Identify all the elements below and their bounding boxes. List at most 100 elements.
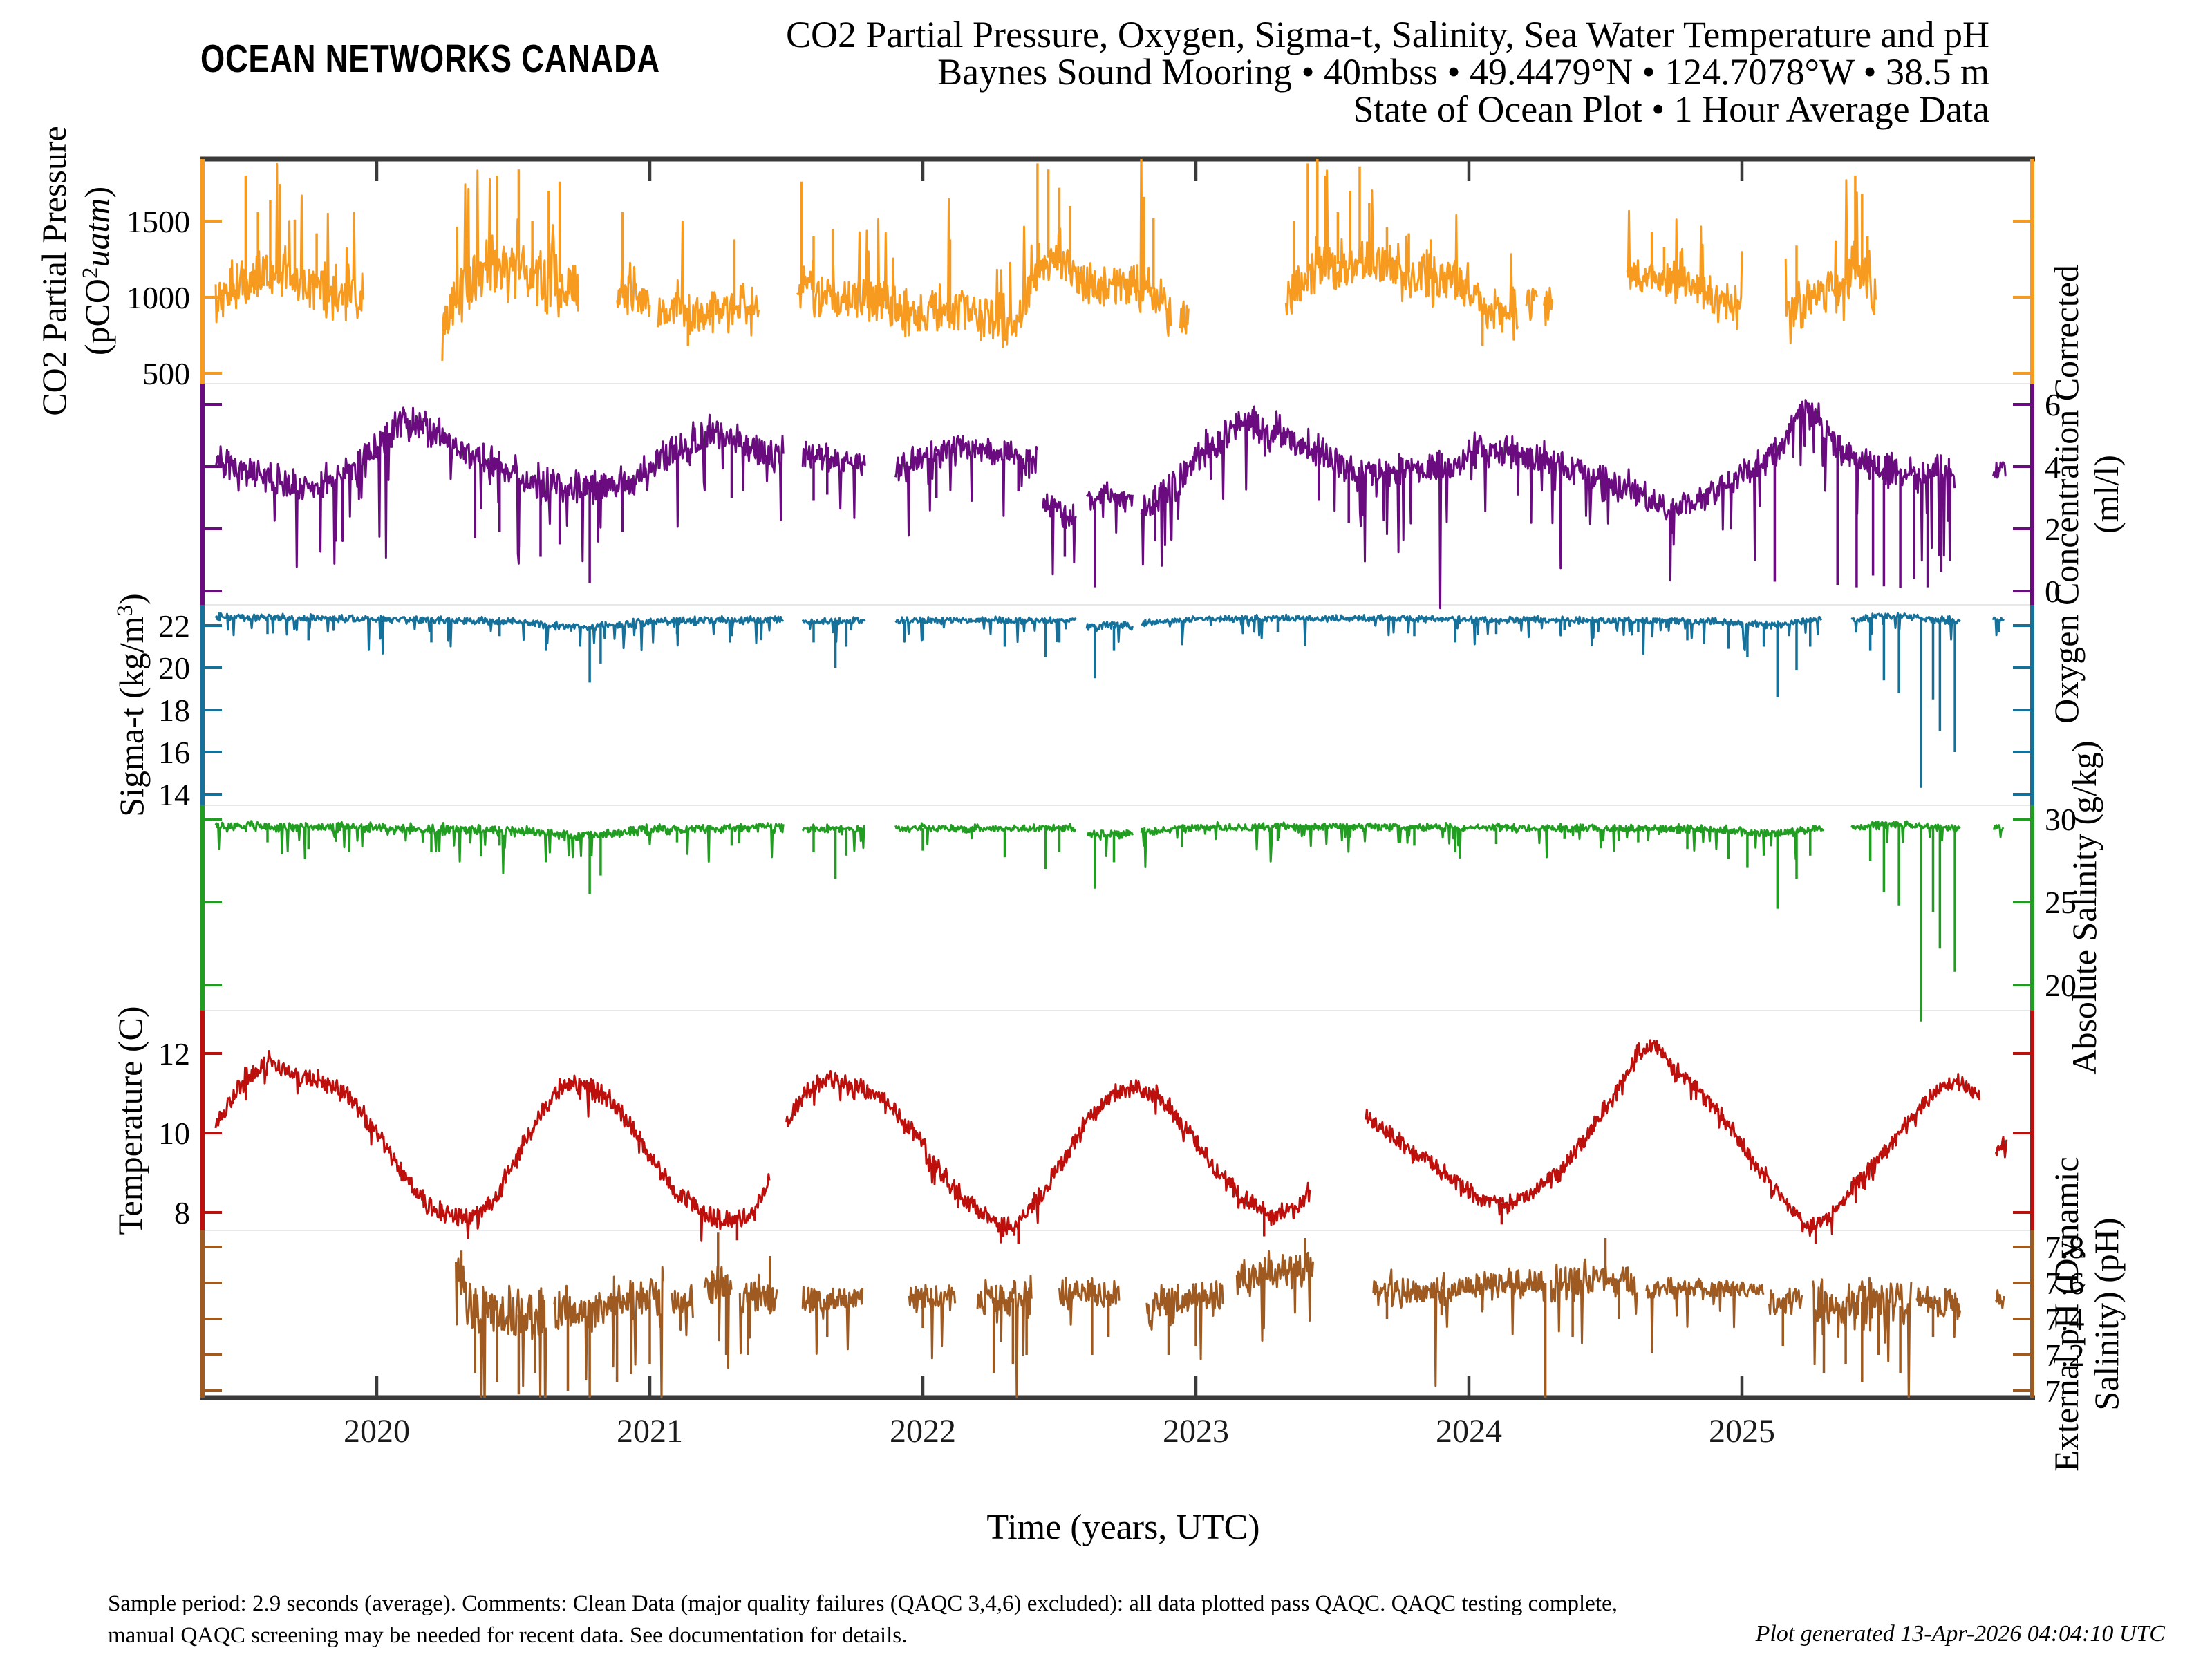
ph-trace	[908, 1284, 957, 1360]
ph-tick-label: 7.6	[2045, 1266, 2085, 1301]
co2-unit-sup: 2	[78, 268, 103, 279]
sigma-label-pre: Sigma-t (kg/m	[112, 616, 151, 816]
ph-trace	[671, 1284, 694, 1337]
temperature-series	[214, 1039, 2008, 1244]
x-tick-label: 2022	[890, 1413, 956, 1450]
salinity-trace	[801, 823, 865, 852]
salinity-tick-label: 20	[2045, 968, 2077, 1003]
temperature-tick-label: 8	[174, 1195, 190, 1230]
x-tick-label: 2023	[1163, 1413, 1229, 1450]
oxygen-trace	[214, 406, 785, 568]
chart-title: CO2 Partial Pressure, Oxygen, Sigma-t, S…	[786, 14, 1989, 130]
co2-trace	[214, 162, 364, 324]
salinity-trace	[1992, 824, 2005, 838]
salinity-tick-label: 30	[2045, 802, 2077, 837]
oxygen-tick-label: 2	[2045, 512, 2061, 547]
co2-unit-italic: uatm	[77, 198, 116, 268]
co2-trace	[796, 159, 1172, 348]
oxygen-axis-unit: (ml/l)	[2087, 455, 2126, 534]
x-tick-label: 2025	[1709, 1413, 1775, 1450]
ph-trace	[1372, 1267, 1547, 1387]
sigma-series	[214, 612, 2005, 788]
x-axis-title: Time (years, UTC)	[986, 1508, 1259, 1547]
footer-caption-line-1: Sample period: 2.9 seconds (average). Co…	[108, 1591, 1618, 1616]
ph-trace	[1812, 1277, 1913, 1398]
oxygen-tick-label: 0	[2045, 574, 2061, 609]
ph-trace	[1145, 1280, 1224, 1360]
sigma-tick-label: 16	[158, 735, 190, 770]
ph-tick-label: 7.2	[2045, 1338, 2085, 1373]
salinity-trace	[894, 822, 1076, 845]
axes-layer: 2020 2021 2022 2023 2024 20251500100050064202…	[126, 156, 2085, 1450]
oxygen-trace	[1991, 461, 2007, 479]
footer: Sample period: 2.9 seconds (average). Co…	[108, 1591, 2165, 1648]
oxygen-series	[214, 399, 2007, 610]
sigma-trace	[1850, 612, 1961, 641]
x-tick-label: 2024	[1436, 1413, 1502, 1450]
sigma-trace	[894, 615, 1077, 644]
sigma-tick-label: 22	[158, 608, 190, 644]
title-line-2: Baynes Sound Mooring • 40mbss • 49.4479°…	[937, 51, 1989, 93]
ph-trace	[455, 1257, 547, 1398]
sigma-trace	[1085, 620, 1134, 643]
salinity-trace	[1850, 820, 1961, 843]
co2-tick-label: 500	[142, 356, 190, 391]
salinity-trace	[214, 820, 785, 874]
co2-trace	[1784, 179, 1877, 344]
x-tick-label: 2021	[617, 1413, 683, 1450]
ph-trace	[1058, 1277, 1121, 1326]
sigma-tick-label: 18	[158, 693, 190, 728]
oxygen-trace	[894, 435, 1038, 537]
ph-axis-title-2: Salinity) (pH)	[2087, 1217, 2126, 1410]
sigma-tick-label: 14	[158, 777, 190, 812]
ph-trace	[1235, 1250, 1314, 1342]
ph-trace	[553, 1266, 664, 1398]
ph-tick-label: 7.8	[2045, 1230, 2085, 1265]
onc-logo: OCEAN NETWORKS CANADA	[200, 37, 660, 81]
ph-trace	[801, 1286, 864, 1355]
salinity-trace	[1140, 821, 1825, 868]
temperature-trace	[785, 1070, 1311, 1244]
co2-trace	[1525, 288, 1538, 321]
oxygen-trace	[1042, 493, 1077, 576]
ph-trace	[1994, 1289, 2005, 1309]
salinity-series	[214, 820, 2005, 1022]
ph-axis-title: External pH (Dynamic	[2047, 1156, 2086, 1471]
co2-trace	[1179, 300, 1190, 335]
oxygen-trace	[801, 440, 866, 519]
series-layer	[214, 159, 2008, 1398]
co2-tick-label: 1500	[126, 204, 190, 239]
left-axis-titles: CO2 Partial Pressure (pCO2uatm) Sigma-t …	[35, 126, 151, 1235]
oxygen-trace	[1140, 399, 1956, 610]
co2-trace	[441, 169, 579, 361]
ph-trace	[1645, 1277, 1765, 1353]
sigma-label-post: )	[112, 593, 151, 605]
temperature-tick-label: 12	[158, 1036, 190, 1071]
temperature-axis-title: Temperature (C)	[111, 1006, 149, 1235]
co2-axis-unit: (pCO2uatm)	[77, 187, 116, 355]
plot-generated-timestamp: Plot generated 13-Apr-2026 04:04:10 UTC	[1755, 1621, 2166, 1647]
temperature-trace	[1994, 1136, 2008, 1159]
oxygen-tick-label: 4	[2045, 449, 2061, 485]
ph-trace	[1550, 1258, 1639, 1344]
sigma-axis-title: Sigma-t (kg/m3)	[112, 593, 151, 816]
salinity-trace	[1086, 829, 1134, 857]
ph-trace	[976, 1275, 1033, 1398]
temperature-trace	[1364, 1039, 1981, 1237]
x-tick-label: 2020	[344, 1413, 410, 1450]
co2-trace	[657, 220, 760, 337]
co2-trace	[1543, 286, 1554, 326]
co2-tick-label: 1000	[126, 280, 190, 315]
ph-series	[455, 1232, 2005, 1398]
salinity-axis-title: Absolute Salinity (g/kg)	[2065, 740, 2103, 1074]
sigma-tick-label: 20	[158, 650, 190, 686]
temperature-trace	[214, 1050, 771, 1242]
title-line-3: State of Ocean Plot • 1 Hour Average Dat…	[1353, 88, 1989, 130]
right-axis-titles: Oxygen Concentration Corrected (ml/l) Ab…	[2047, 265, 2126, 1472]
sigma-trace	[1991, 616, 2005, 637]
sigma-label-sup: 3	[113, 605, 138, 617]
co2-trace	[1626, 209, 1743, 330]
co2-series	[214, 159, 1877, 361]
